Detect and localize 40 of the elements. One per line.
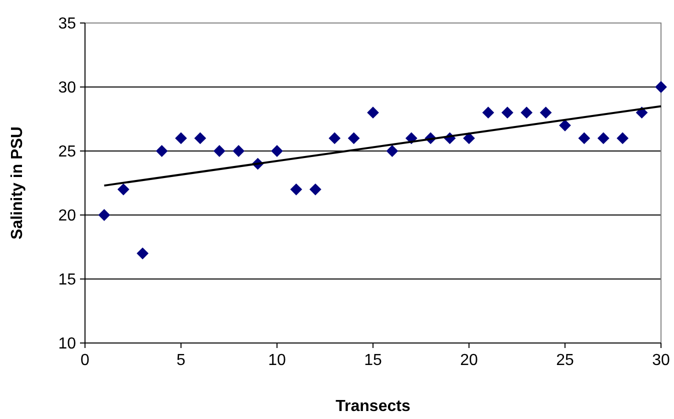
- y-tick-label: 10: [58, 336, 76, 353]
- y-axis-title: Salinity in PSU: [9, 126, 26, 240]
- point: [213, 145, 226, 157]
- point: [348, 132, 360, 144]
- y-tick-label: 35: [58, 16, 76, 33]
- point: [328, 132, 341, 144]
- point: [616, 132, 629, 144]
- x-tick-label: 0: [80, 352, 90, 369]
- x-axis-title: Transects: [336, 398, 410, 415]
- point: [367, 106, 379, 119]
- point: [290, 183, 302, 196]
- x-tick-label: 20: [460, 352, 478, 369]
- point: [559, 119, 571, 132]
- point: [271, 145, 283, 157]
- y-tick-label: 15: [58, 272, 76, 289]
- point: [501, 106, 514, 119]
- point: [597, 132, 610, 144]
- point: [540, 106, 552, 119]
- x-tick-label: 25: [556, 352, 574, 369]
- point: [98, 209, 110, 221]
- x-tick-label: 30: [652, 352, 670, 369]
- point: [463, 132, 475, 144]
- point: [117, 183, 130, 196]
- point: [578, 132, 590, 144]
- point: [194, 132, 206, 144]
- point: [482, 106, 494, 119]
- x-tick-label: 10: [268, 352, 286, 369]
- point: [232, 145, 245, 157]
- point: [655, 81, 667, 93]
- x-tick-label: 15: [364, 352, 382, 369]
- point: [136, 247, 149, 260]
- point: [175, 132, 187, 144]
- point: [520, 106, 533, 119]
- x-tick-label: 5: [176, 352, 186, 369]
- point: [156, 145, 168, 157]
- point: [309, 183, 322, 196]
- y-tick-label: 30: [58, 80, 76, 97]
- y-tick-label: 20: [58, 208, 76, 225]
- point: [386, 145, 398, 157]
- y-tick-label: 25: [58, 144, 76, 161]
